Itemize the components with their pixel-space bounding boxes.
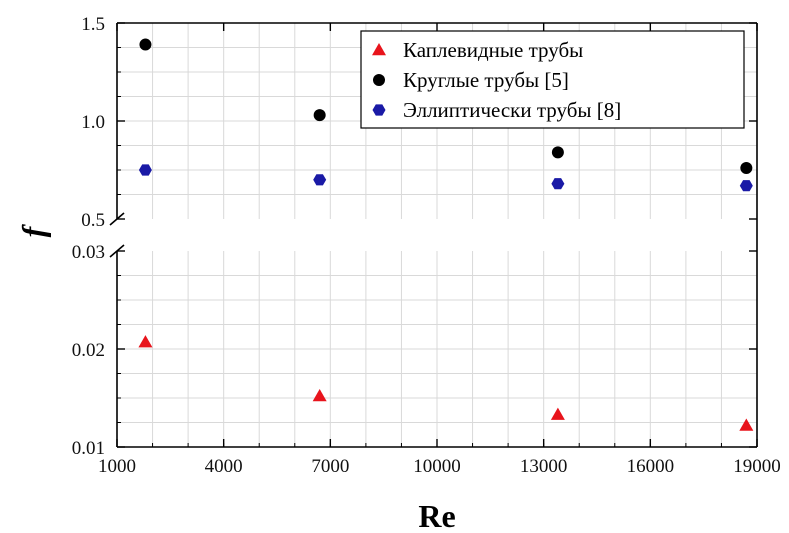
legend-box <box>360 30 745 129</box>
data-point <box>312 389 327 402</box>
legend-marker <box>372 104 386 116</box>
legend-marker <box>372 43 386 56</box>
x-tick-label: 19000 <box>733 456 781 477</box>
data-point <box>313 109 326 122</box>
x-tick-label: 10000 <box>413 456 461 477</box>
data-point <box>740 162 753 175</box>
legend-marker <box>373 74 385 86</box>
tick-labels: 1000 4000 7000 10000 13000 16000 19000 0.5 1.0 1.… <box>72 14 781 477</box>
data-point <box>739 418 754 431</box>
y-tick-label: 1.0 <box>81 112 105 133</box>
x-tick-label: 16000 <box>627 456 675 477</box>
y-tick-label: 1.5 <box>81 14 105 35</box>
data-point <box>138 335 153 348</box>
legend: Каплевидные трубы Круглые трубы [5] Эллипт… <box>360 30 745 129</box>
data-point <box>551 178 565 190</box>
data-point <box>550 407 565 420</box>
data-point <box>138 164 152 176</box>
data-point <box>739 180 753 192</box>
data-point <box>139 38 152 51</box>
data-points <box>138 38 754 431</box>
y-tick-label: 0.03 <box>72 242 105 263</box>
data-point <box>551 146 564 159</box>
y-tick-label: 0.02 <box>72 340 105 361</box>
x-axis-label: Re <box>418 498 455 533</box>
x-tick-label: 7000 <box>311 456 349 477</box>
y-tick-label: 0.5 <box>81 210 105 231</box>
axes <box>109 22 758 448</box>
legend-entry: Эллиптически трубы [8] <box>403 98 621 122</box>
x-tick-label: 13000 <box>520 456 568 477</box>
x-tick-label: 1000 <box>98 456 136 477</box>
y-tick-label: 0.01 <box>72 438 105 459</box>
legend-entry: Каплевидные трубы <box>403 38 583 62</box>
legend-entry: Круглые трубы [5] <box>403 68 569 92</box>
y-axis-label: f <box>15 223 51 237</box>
data-point <box>313 174 327 186</box>
x-tick-label: 4000 <box>205 456 243 477</box>
